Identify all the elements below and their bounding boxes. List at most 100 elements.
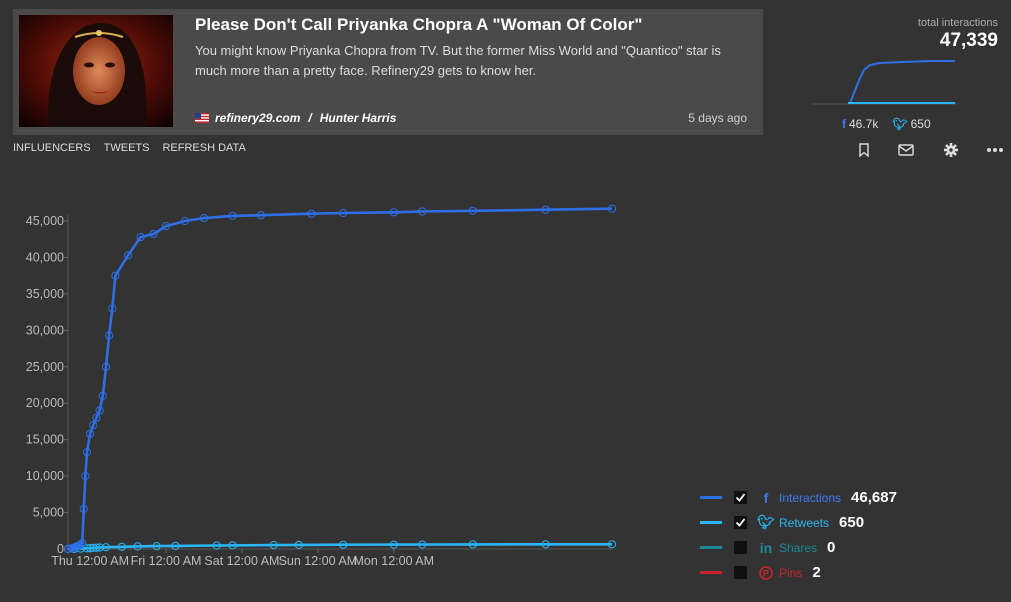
twitter-count: 🐦︎ 650 xyxy=(892,117,931,131)
facebook-icon: f xyxy=(842,117,846,131)
article-image xyxy=(19,15,173,127)
checkbox-shares[interactable] xyxy=(734,541,747,554)
author-name[interactable]: Hunter Harris xyxy=(319,111,397,125)
x-tick-label: Sat 12:00 AM xyxy=(204,554,279,568)
y-tick-label: 15,000 xyxy=(26,433,64,447)
data-point-retweets xyxy=(541,540,550,549)
y-tick-label: 25,000 xyxy=(26,360,64,374)
data-point-interactions xyxy=(607,204,617,213)
data-point-interactions xyxy=(418,207,427,216)
legend-retweets[interactable]: 🐦︎ Retweets 650 xyxy=(700,510,897,535)
data-point-interactions xyxy=(101,362,111,371)
legend-shares[interactable]: in Shares 0 xyxy=(700,535,897,560)
data-point-retweets xyxy=(339,540,348,549)
data-point-interactions xyxy=(95,406,104,415)
legend-label-shares: Shares xyxy=(779,540,818,555)
data-point-interactions xyxy=(111,271,120,280)
data-point-retweets xyxy=(607,540,617,549)
data-point-interactions xyxy=(124,251,133,260)
legend-pins[interactable]: P Pins 2 xyxy=(700,560,897,585)
total-interactions-label: total interactions xyxy=(917,17,998,29)
data-point-retweets xyxy=(133,542,142,551)
x-tick-label: Fri 12:00 AM xyxy=(131,554,202,568)
legend-line-interactions xyxy=(700,496,722,499)
data-point-retweets xyxy=(101,543,111,552)
checkbox-pins[interactable] xyxy=(734,566,747,579)
us-flag-icon xyxy=(195,113,209,123)
data-point-interactions xyxy=(78,539,87,548)
data-point-retweets xyxy=(86,544,95,553)
legend-label-retweets: Retweets xyxy=(779,515,830,530)
data-point-retweets xyxy=(171,541,180,550)
pinterest-icon: P xyxy=(757,565,775,580)
data-point-retweets xyxy=(95,543,104,552)
nav-tweets[interactable]: TWEETS xyxy=(103,142,150,154)
bookmark-icon[interactable] xyxy=(855,142,873,158)
data-point-interactions xyxy=(63,544,73,554)
data-point-retweets xyxy=(389,540,398,549)
data-point-retweets xyxy=(212,541,221,550)
legend-label-interactions: Interactions xyxy=(779,490,842,505)
mail-icon[interactable] xyxy=(897,142,915,158)
data-point-retweets xyxy=(294,540,303,549)
data-point-interactions xyxy=(89,421,98,430)
legend-line-pins xyxy=(700,571,722,574)
total-interactions-value: 47,339 xyxy=(939,30,998,51)
data-point-interactions xyxy=(339,208,348,218)
x-tick-label: Mon 12:00 AM xyxy=(353,554,434,568)
data-point-retweets xyxy=(82,544,92,553)
source-separator: / xyxy=(308,111,312,125)
source-domain[interactable]: refinery29.com xyxy=(215,111,301,125)
gear-icon[interactable] xyxy=(942,142,960,158)
series-line-interactions xyxy=(67,207,613,551)
data-point-interactions xyxy=(76,540,85,549)
linkedin-icon: in xyxy=(759,539,773,556)
svg-text:P: P xyxy=(763,568,769,578)
data-point-interactions xyxy=(82,448,92,457)
legend-value-shares: 0 xyxy=(827,539,836,556)
nav-bar: INFLUENCERS TWEETS REFRESH DATA xyxy=(13,142,246,154)
nav-influencers[interactable]: INFLUENCERS xyxy=(13,142,91,154)
article-title[interactable]: Please Don't Call Priyanka Chopra A "Wom… xyxy=(195,15,643,34)
sparkline-chart xyxy=(812,60,957,105)
article-source-line: refinery29.com / Hunter Harris xyxy=(195,111,396,125)
checkbox-retweets[interactable] xyxy=(734,516,747,529)
data-point-interactions xyxy=(389,208,398,217)
data-point-interactions xyxy=(199,214,209,223)
data-point-interactions xyxy=(81,472,90,481)
x-tick-label: Thu 12:00 AM xyxy=(51,554,129,568)
legend-label-pins: Pins xyxy=(779,565,803,580)
article-thumbnail[interactable] xyxy=(19,15,173,127)
data-point-retweets xyxy=(418,540,427,549)
nav-refresh-data[interactable]: REFRESH DATA xyxy=(162,142,246,154)
chart-legend: f Interactions 46,687 🐦︎ Retweets 650 in… xyxy=(700,485,897,585)
time-ago: 5 days ago xyxy=(688,111,747,125)
data-point-retweets xyxy=(117,542,126,551)
checkbox-interactions[interactable] xyxy=(734,491,747,504)
twitter-icon: 🐦︎ xyxy=(757,514,775,530)
data-point-retweets xyxy=(468,540,477,549)
data-point-retweets xyxy=(228,541,237,550)
data-point-interactions xyxy=(541,205,550,214)
y-tick-label: 5,000 xyxy=(33,506,64,520)
data-point-retweets xyxy=(89,543,98,552)
totals-panel: total interactions 47,339 xyxy=(918,17,998,52)
more-icon[interactable] xyxy=(986,142,1004,158)
y-tick-label: 30,000 xyxy=(26,323,64,337)
interactions-chart: 0 5,000 10,000 15,000 20,000 25,000 30,000 35,0… xyxy=(26,204,617,568)
y-tick-label: 40,000 xyxy=(26,250,64,264)
legend-interactions[interactable]: f Interactions 46,687 xyxy=(700,485,897,510)
twitter-icon: 🐦︎ xyxy=(892,117,908,131)
data-point-retweets xyxy=(269,541,278,550)
legend-value-retweets: 650 xyxy=(839,514,865,531)
chart-axes: 0 5,000 10,000 15,000 20,000 25,000 30,000 35,0… xyxy=(26,214,612,568)
article-description: You might know Priyanka Chopra from TV. … xyxy=(195,43,721,78)
data-point-interactions xyxy=(149,230,158,239)
data-point-interactions xyxy=(161,222,171,231)
facebook-icon: f xyxy=(763,489,769,506)
y-tick-label: 35,000 xyxy=(26,287,64,301)
legend-value-pins: 2 xyxy=(812,564,821,581)
y-tick-label: 20,000 xyxy=(26,396,64,410)
article-card[interactable]: Please Don't Call Priyanka Chopra A "Wom… xyxy=(13,9,763,135)
series-line-retweets xyxy=(67,543,612,551)
